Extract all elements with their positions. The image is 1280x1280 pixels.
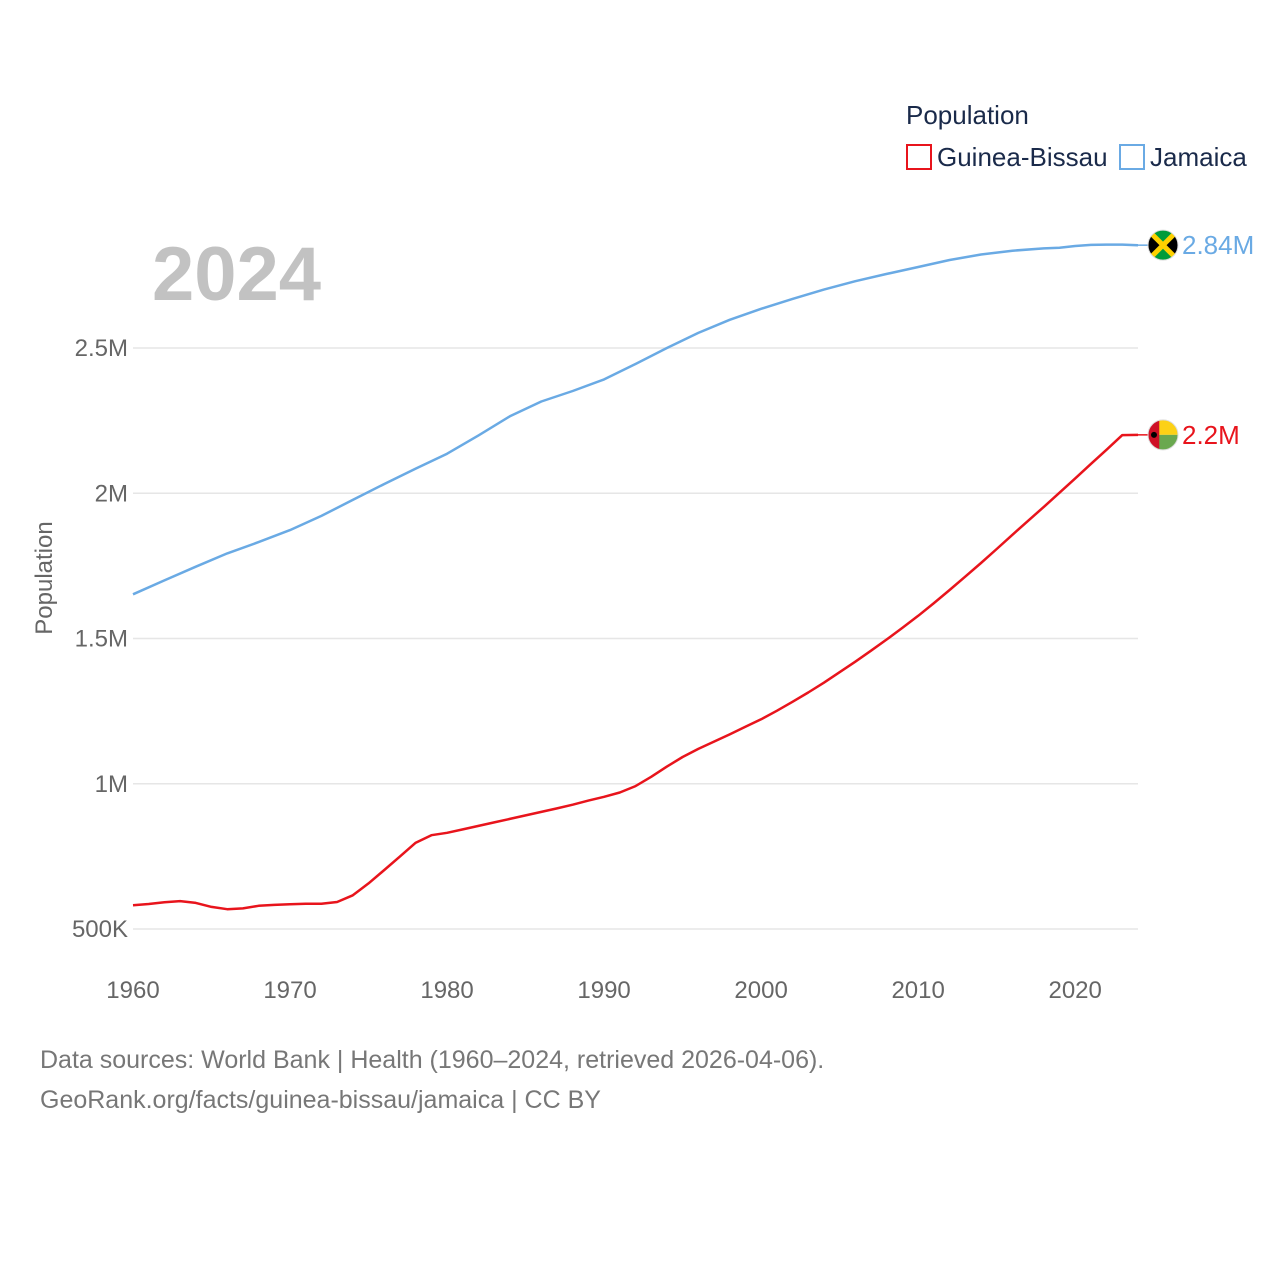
x-tick-1980: 1980 [420,977,473,1004]
x-tick-2010: 2010 [891,977,944,1004]
end-value-label-guinea-bissau: 2.2M [1182,420,1240,450]
y-tick-2-5m: 2.5M [75,335,128,362]
y-axis-label: Population [31,521,58,634]
x-tick-1990: 1990 [577,977,630,1004]
series-line-guinea-bissau[interactable] [132,433,1139,911]
y-tick-2m: 2M [95,480,128,507]
population-line-chart: 500K 1M 1.5M 2M 2.5M 1960 1970 1980 1990 2000 201… [31,100,1254,1004]
source-note: Data sources: World Bank | Health (1960–… [40,1040,824,1120]
legend-swatch-jamaica [1119,144,1145,170]
y-tick-1-5m: 1.5M [75,626,128,653]
guinea-bissau-flag-icon [1147,419,1179,451]
legend-item-guinea-bissau[interactable]: Guinea-Bissau [906,142,1108,172]
x-tick-1970: 1970 [263,977,316,1004]
x-tick-2020: 2020 [1048,977,1101,1004]
x-tick-2000: 2000 [734,977,787,1004]
end-value-label-jamaica: 2.84M [1182,230,1254,260]
legend-title: Population [906,100,1029,130]
y-tick-1m: 1M [95,771,128,798]
year-label: 2024 [152,232,321,317]
series-line-jamaica[interactable] [132,243,1139,596]
source-line-link[interactable]: GeoRank.org/facts/guinea-bissau/jamaica … [40,1086,601,1114]
legend-label-jamaica: Jamaica [1150,142,1247,172]
gridlines [133,347,1138,930]
y-tick-500k: 500K [72,916,128,943]
jamaica-flag-icon [1147,229,1179,261]
source-line-data: Data sources: World Bank | Health (1960–… [40,1046,825,1074]
x-tick-1960: 1960 [106,977,159,1004]
legend-label-guinea-bissau: Guinea-Bissau [937,142,1108,172]
legend-swatch-guinea-bissau [906,144,932,170]
series-lines [132,243,1139,911]
end-markers: 2.2M 2.84M [1138,229,1254,451]
y-axis-ticks: 500K 1M 1.5M 2M 2.5M [72,335,128,943]
legend-item-jamaica[interactable]: Jamaica [1119,142,1247,172]
x-axis-ticks: 1960 1970 1980 1990 2000 2010 2020 [106,977,1102,1004]
